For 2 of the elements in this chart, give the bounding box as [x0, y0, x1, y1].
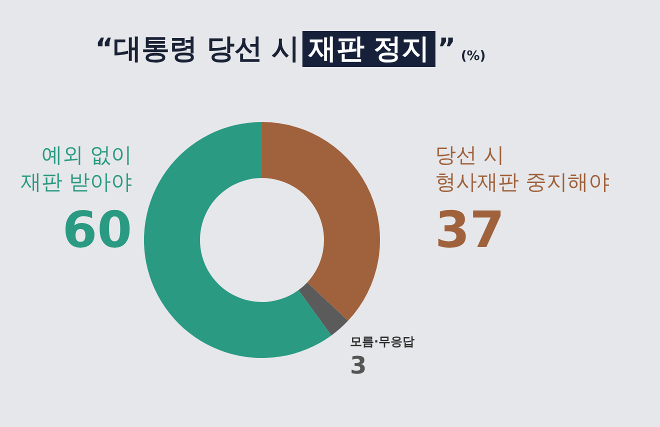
chart-subtitle: (%) [460, 49, 486, 64]
title: “대통령 당선 시 재판 정지” [95, 31, 456, 67]
